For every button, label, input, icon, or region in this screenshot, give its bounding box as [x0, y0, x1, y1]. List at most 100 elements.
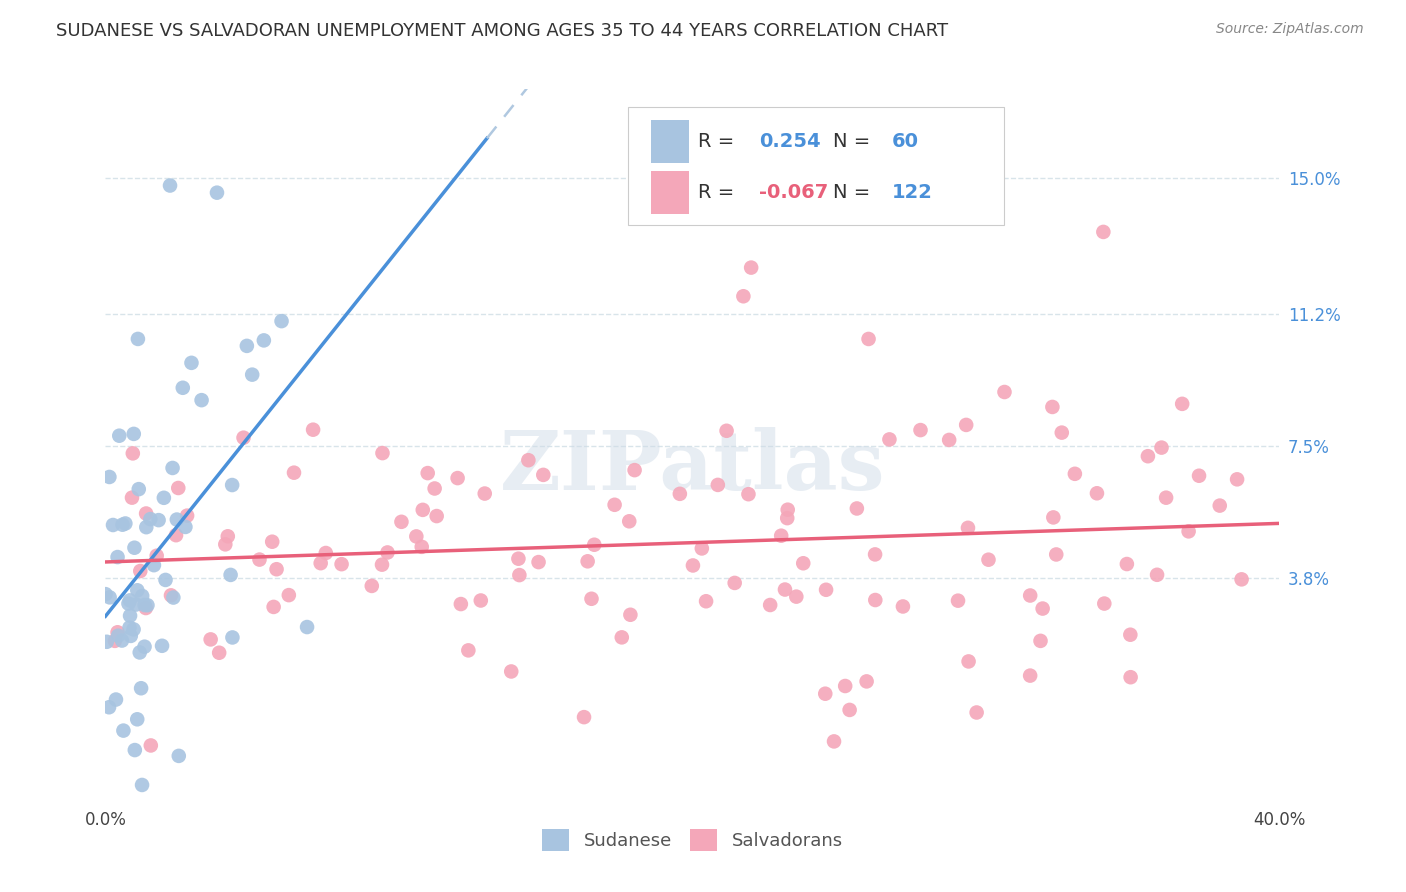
Point — [508, 551, 530, 566]
FancyBboxPatch shape — [651, 171, 689, 214]
Text: 60: 60 — [891, 132, 920, 151]
Point — [426, 509, 449, 524]
Point — [619, 607, 641, 622]
Point — [1085, 486, 1108, 500]
Point — [117, 597, 139, 611]
Point — [124, 541, 146, 555]
Point — [966, 706, 988, 720]
Point — [330, 557, 353, 571]
Point — [740, 260, 762, 275]
Point — [104, 692, 127, 706]
Point — [977, 552, 1000, 566]
Point — [124, 743, 146, 757]
Point — [253, 334, 276, 348]
Point — [121, 491, 143, 505]
Point — [733, 289, 755, 303]
Point — [416, 466, 439, 480]
Point — [249, 552, 271, 566]
Point — [682, 558, 704, 573]
Point — [127, 712, 149, 726]
Point — [1115, 557, 1137, 571]
Point — [108, 428, 131, 442]
Point — [838, 703, 860, 717]
Point — [770, 529, 793, 543]
Point — [993, 384, 1015, 399]
Point — [815, 582, 838, 597]
Point — [145, 549, 167, 563]
Point — [576, 554, 599, 568]
Point — [121, 446, 143, 460]
Point — [295, 620, 318, 634]
Text: N =: N = — [834, 183, 877, 202]
Point — [1042, 400, 1064, 414]
Point — [619, 514, 641, 528]
Point — [270, 314, 292, 328]
Point — [127, 332, 149, 346]
Point — [759, 598, 782, 612]
Point — [610, 631, 633, 645]
Text: -0.067: -0.067 — [759, 183, 828, 202]
Point — [1150, 441, 1173, 455]
Point — [167, 481, 190, 495]
Point — [129, 681, 152, 696]
Point — [160, 588, 183, 602]
Point — [139, 512, 162, 526]
Point — [128, 645, 150, 659]
Text: ZIPatlas: ZIPatlas — [499, 427, 886, 508]
Point — [623, 463, 645, 477]
Point — [603, 498, 626, 512]
Point — [142, 558, 165, 573]
Point — [134, 598, 156, 612]
Point — [450, 597, 472, 611]
Point — [371, 446, 394, 460]
FancyBboxPatch shape — [628, 107, 1004, 225]
Point — [865, 593, 887, 607]
Point — [129, 564, 152, 578]
Text: 122: 122 — [891, 183, 934, 202]
Point — [405, 529, 427, 543]
Point — [217, 529, 239, 543]
Point — [858, 332, 880, 346]
Legend: Sudanese, Salvadorans: Sudanese, Salvadorans — [536, 822, 849, 858]
Point — [162, 461, 184, 475]
Point — [127, 583, 149, 598]
Point — [956, 521, 979, 535]
Point — [208, 646, 231, 660]
Point — [371, 558, 394, 572]
Point — [221, 478, 243, 492]
Point — [266, 562, 288, 576]
Point — [128, 482, 150, 496]
Point — [98, 591, 121, 605]
Point — [112, 723, 135, 738]
Point — [572, 710, 595, 724]
Point — [946, 593, 969, 607]
Point — [1230, 572, 1253, 586]
Point — [411, 540, 433, 554]
Point — [1029, 633, 1052, 648]
Point — [695, 594, 717, 608]
Point — [724, 576, 747, 591]
Point — [834, 679, 856, 693]
Point — [155, 573, 177, 587]
Point — [131, 778, 153, 792]
Point — [125, 598, 148, 612]
Point — [94, 587, 117, 601]
Point — [391, 515, 413, 529]
Point — [114, 516, 136, 531]
Point — [98, 470, 121, 484]
Point — [148, 513, 170, 527]
Point — [377, 545, 399, 559]
Point — [309, 556, 332, 570]
Point — [134, 640, 156, 654]
Point — [1146, 567, 1168, 582]
Point — [139, 739, 162, 753]
Point — [776, 502, 799, 516]
Point — [457, 643, 479, 657]
Point — [190, 393, 212, 408]
Point — [1092, 225, 1115, 239]
Point — [955, 417, 977, 432]
Point — [1226, 472, 1249, 486]
Point — [957, 655, 980, 669]
Point — [1119, 628, 1142, 642]
Point — [1209, 499, 1232, 513]
